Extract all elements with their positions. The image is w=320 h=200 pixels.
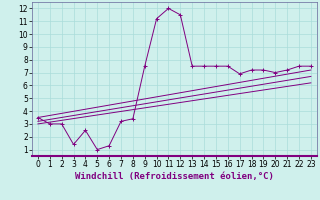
- X-axis label: Windchill (Refroidissement éolien,°C): Windchill (Refroidissement éolien,°C): [75, 172, 274, 181]
